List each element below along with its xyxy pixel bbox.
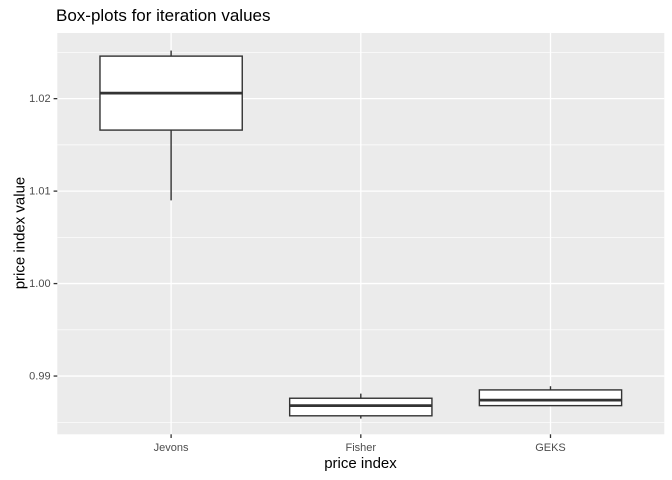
y-tick-label: 0.99 bbox=[29, 371, 50, 383]
y-tick-label: 1.01 bbox=[29, 186, 50, 198]
y-tick-label: 1.02 bbox=[29, 93, 50, 105]
x-tick-label: Jevons bbox=[154, 442, 189, 454]
box-geks bbox=[478, 389, 623, 407]
y-axis-title: price index value bbox=[11, 176, 29, 290]
x-tick-label: Fisher bbox=[346, 442, 377, 454]
x-axis-title: price index bbox=[324, 455, 397, 472]
x-tick-label: GEKS bbox=[535, 442, 566, 454]
plot-title: Box-plots for iteration values bbox=[56, 6, 271, 25]
y-tick-label: 1.00 bbox=[29, 278, 50, 290]
